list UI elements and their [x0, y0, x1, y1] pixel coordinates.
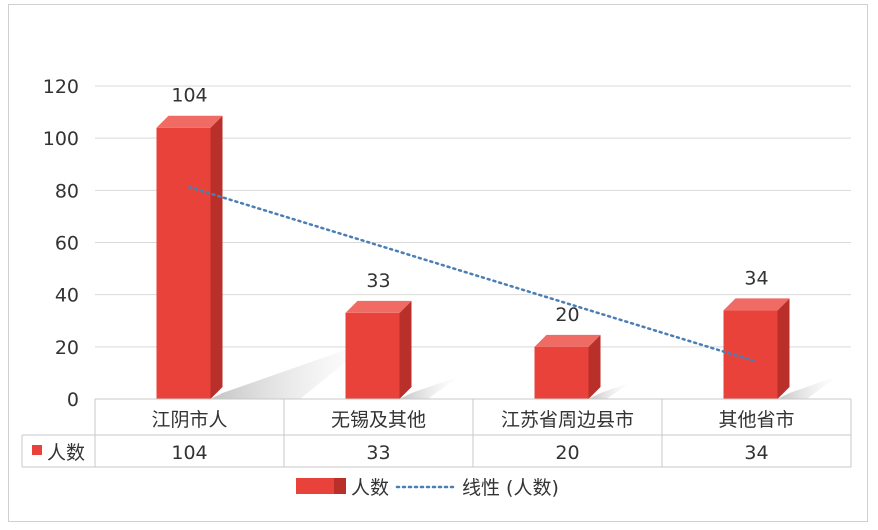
bar: [156, 127, 211, 399]
legend-swatch-bar: [296, 478, 346, 494]
bar-shadow: [399, 376, 459, 399]
legend-label: 人数: [351, 477, 389, 499]
y-tick-label: 20: [55, 337, 79, 359]
data-table: 江阴市人 104 无锡及其他 33 江苏省周边县市 20 其他省市 34 人数: [21, 398, 852, 468]
table-value: 34: [744, 442, 768, 464]
bar: [534, 346, 589, 399]
bars: [156, 115, 790, 399]
y-tick-label: 100: [43, 128, 79, 150]
data-labels: 104 33 20 34: [171, 85, 768, 326]
data-label: 34: [744, 267, 768, 289]
legend-label: 线性 (人数): [462, 477, 559, 499]
bar-top: [345, 300, 412, 313]
data-label: 33: [366, 270, 390, 292]
y-tick-label: 80: [55, 180, 79, 202]
data-label: 104: [171, 85, 207, 107]
bar-top: [534, 334, 601, 347]
table-value: 20: [555, 442, 579, 464]
bar-shadow: [777, 375, 839, 399]
y-tick-label: 120: [43, 76, 79, 98]
bar-side: [588, 334, 601, 399]
x-tick-label: 江阴市人: [151, 409, 227, 431]
bar-side: [210, 115, 223, 399]
bar: [345, 312, 400, 399]
x-tick-label: 其他省市: [718, 409, 794, 431]
y-tick-label: 0: [67, 389, 79, 411]
bar-top: [723, 298, 790, 311]
legend: 人数 线性 (人数): [296, 477, 559, 499]
table-value: 104: [171, 442, 207, 464]
table-value: 33: [366, 442, 390, 464]
bar-shadows: [210, 340, 839, 399]
bar-top: [156, 115, 223, 128]
bar-shadow: [588, 382, 631, 399]
bar-side: [399, 300, 412, 399]
y-tick-label: 60: [55, 233, 79, 255]
bar-shadow: [210, 340, 372, 399]
x-tick-label: 无锡及其他: [331, 409, 426, 431]
table-row-label: 人数: [47, 442, 85, 464]
bar-side: [777, 298, 790, 399]
trendline-line: [188, 185, 758, 363]
table-series-swatch: [32, 445, 42, 455]
x-tick-label: 江苏省周边县市: [501, 409, 634, 431]
y-tick-label: 40: [55, 285, 79, 307]
legend-swatch-bar-side: [334, 478, 346, 494]
y-axis: 0 20 40 60 80 100 120: [43, 76, 79, 411]
bar: [723, 310, 778, 399]
data-label: 20: [555, 304, 579, 326]
trendline: [188, 185, 758, 363]
